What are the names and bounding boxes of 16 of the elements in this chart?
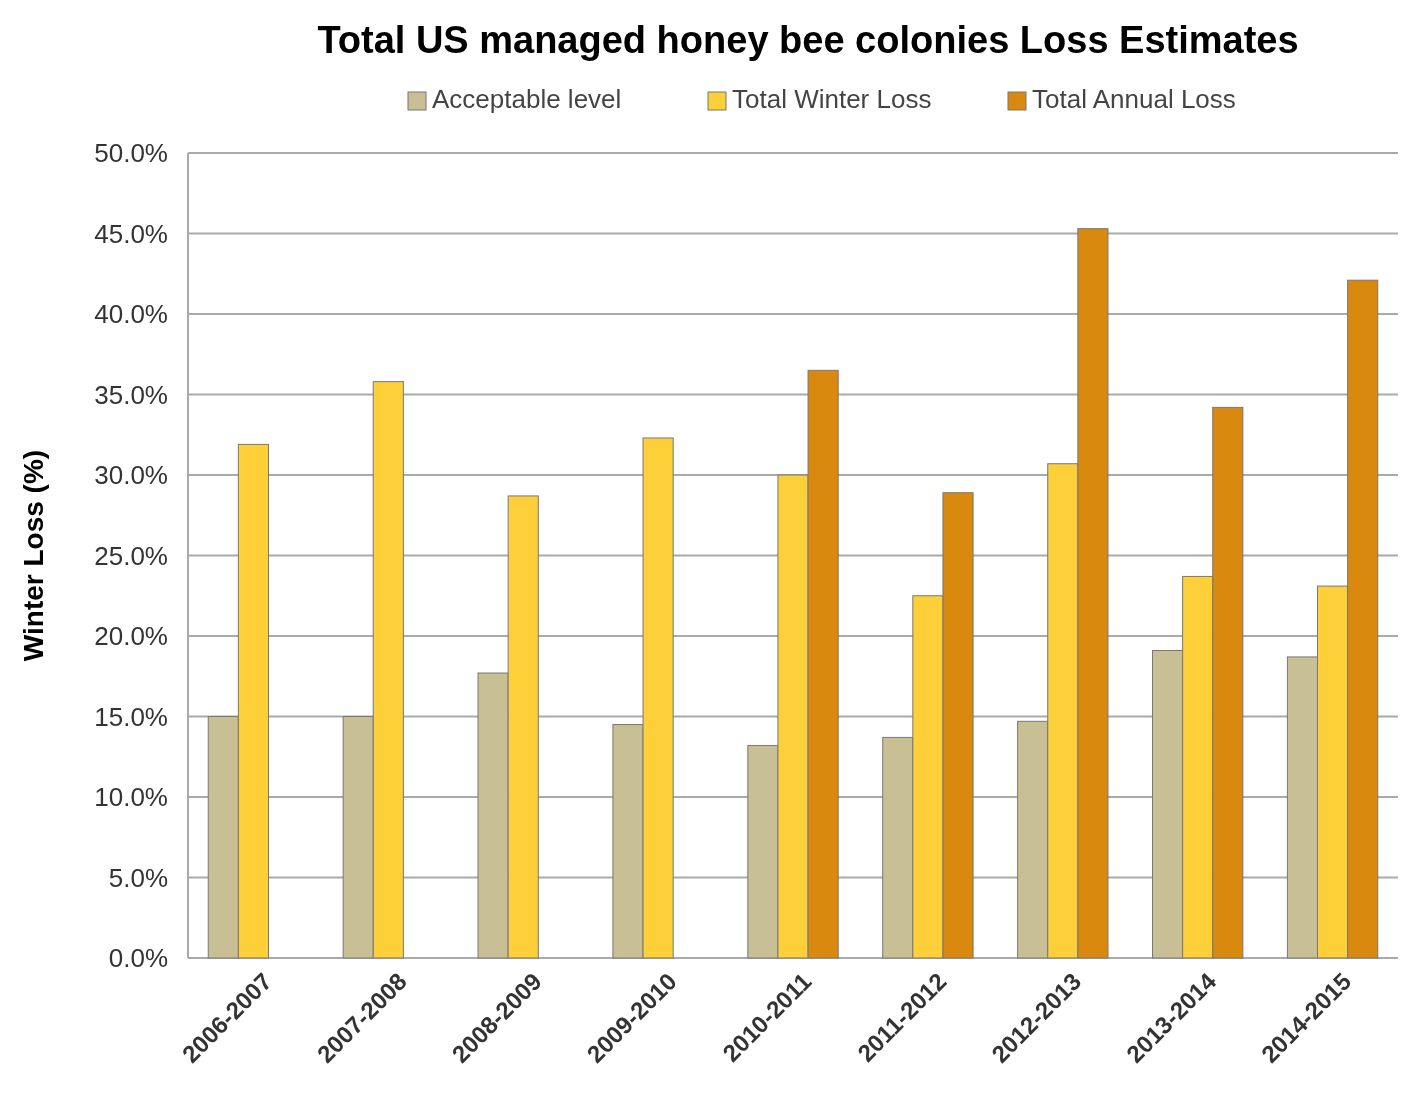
y-tick-label: 25.0% xyxy=(94,540,168,571)
y-tick-label: 45.0% xyxy=(94,218,168,249)
y-tick-label: 5.0% xyxy=(108,862,168,893)
chart-title: Total US managed honey bee colonies Loss Estimates xyxy=(317,19,1299,61)
y-tick-label: 35.0% xyxy=(94,379,168,410)
y-tick-label: 50.0% xyxy=(94,138,168,169)
y-tick-label: 40.0% xyxy=(94,299,168,330)
y-tick-label: 15.0% xyxy=(94,701,168,732)
y-tick-label: 30.0% xyxy=(94,460,168,491)
y-tick-label: 10.0% xyxy=(94,782,168,813)
legend-label: Total Annual Loss xyxy=(1032,84,1236,114)
y-tick-label: 0.0% xyxy=(108,943,168,974)
y-tick-label: 20.0% xyxy=(94,621,168,652)
legend-label: Acceptable level xyxy=(432,84,622,114)
legend-label: Total Winter Loss xyxy=(732,84,932,114)
y-axis-title: Winter Loss (%) xyxy=(18,449,49,662)
